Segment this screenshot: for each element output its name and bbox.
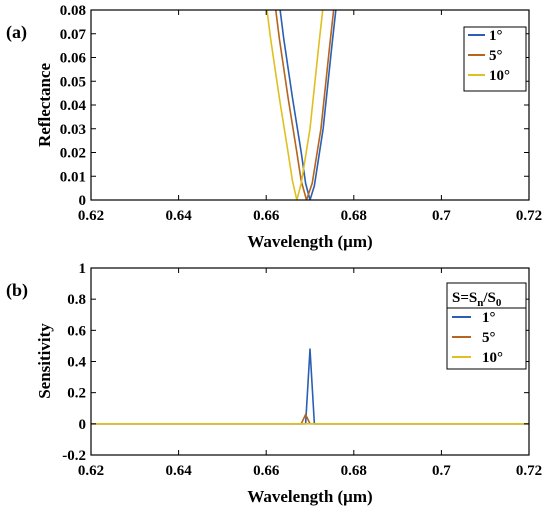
x-tick-label-a-4: 0.7	[432, 208, 451, 224]
legend-box-b	[446, 282, 527, 370]
x-axis-label-b: Wavelength (μm)	[247, 487, 372, 506]
panel-label-a: (a)	[6, 22, 27, 43]
y-axis-label-b: Sensitivity	[35, 323, 54, 399]
series-line-a-0	[279, 10, 337, 200]
x-tick-label-b-2: 0.66	[253, 463, 280, 479]
x-tick-label-a-2: 0.66	[253, 208, 280, 224]
x-tick-label-b-1: 0.64	[165, 463, 192, 479]
legend-b: S=Sn/S0 1° 5° 10°	[446, 282, 527, 370]
y-tick-label-a-2: 0.02	[60, 146, 86, 162]
plot-frame-a	[90, 9, 530, 201]
y-tick-label-a-1: 0.01	[60, 169, 86, 185]
y-tick-label-b-4: 0.6	[67, 323, 86, 339]
x-tick-label-b-3: 0.68	[341, 463, 367, 479]
legend-box-a	[463, 26, 527, 92]
y-tick-label-a-3: 0.03	[60, 122, 86, 138]
y-tick-label-a-5: 0.05	[60, 74, 86, 90]
x-tick-label-a-3: 0.68	[341, 208, 367, 224]
legend-label-a-1: 5°	[489, 48, 503, 64]
y-tick-label-b-1: 0	[79, 417, 87, 433]
series-line-a-1	[274, 10, 335, 200]
y-tick-label-a-4: 0.04	[60, 98, 87, 114]
y-tick-label-a-7: 0.07	[60, 27, 87, 43]
x-axis-label-a: Wavelength (μm)	[247, 232, 372, 251]
x-tick-label-b-5: 0.72	[516, 463, 542, 479]
y-tick-label-a-8: 0.08	[60, 3, 86, 19]
x-tick-label-b-4: 0.7	[432, 463, 451, 479]
y-tick-label-b-3: 0.4	[67, 355, 86, 371]
y-tick-label-a-0: 0	[79, 193, 87, 209]
panel-label-b: (b)	[6, 280, 28, 301]
y-tick-label-b-5: 0.8	[67, 292, 86, 308]
y-tick-label-b-2: 0.2	[67, 386, 86, 402]
series-line-b-1	[91, 413, 529, 425]
legend-label-b-0: 1°	[482, 310, 496, 326]
x-tick-label-a-0: 0.62	[78, 208, 104, 224]
series-line-a-2	[266, 10, 324, 200]
x-tick-label-b-0: 0.62	[78, 463, 104, 479]
y-tick-label-b-0: -0.2	[62, 448, 86, 464]
y-tick-label-b-6: 1	[79, 261, 87, 277]
legend-a: 1° 5° 10°	[463, 26, 527, 92]
y-tick-label-a-6: 0.06	[60, 51, 87, 67]
y-axis-label-a: Reflectance	[35, 63, 54, 147]
legend-title-b: S=Sn/S0	[452, 290, 502, 309]
x-tick-label-a-1: 0.64	[165, 208, 192, 224]
legend-label-a-2: 10°	[489, 68, 510, 84]
sensitivity-chart: (b) 0.62 0.64 0.66 0.68 0.7 0.72 -0.2 0 0.2 0.4 0.…	[6, 261, 542, 506]
x-tick-label-a-5: 0.72	[516, 208, 542, 224]
legend-label-b-1: 5°	[482, 330, 496, 346]
legend-label-b-2: 10°	[482, 350, 503, 366]
legend-label-a-0: 1°	[489, 28, 503, 44]
reflectance-chart: (a) 0.62 0.64 0.66 0.68 0.7 0.72 0 0.01 0.02 0.03…	[6, 3, 542, 251]
